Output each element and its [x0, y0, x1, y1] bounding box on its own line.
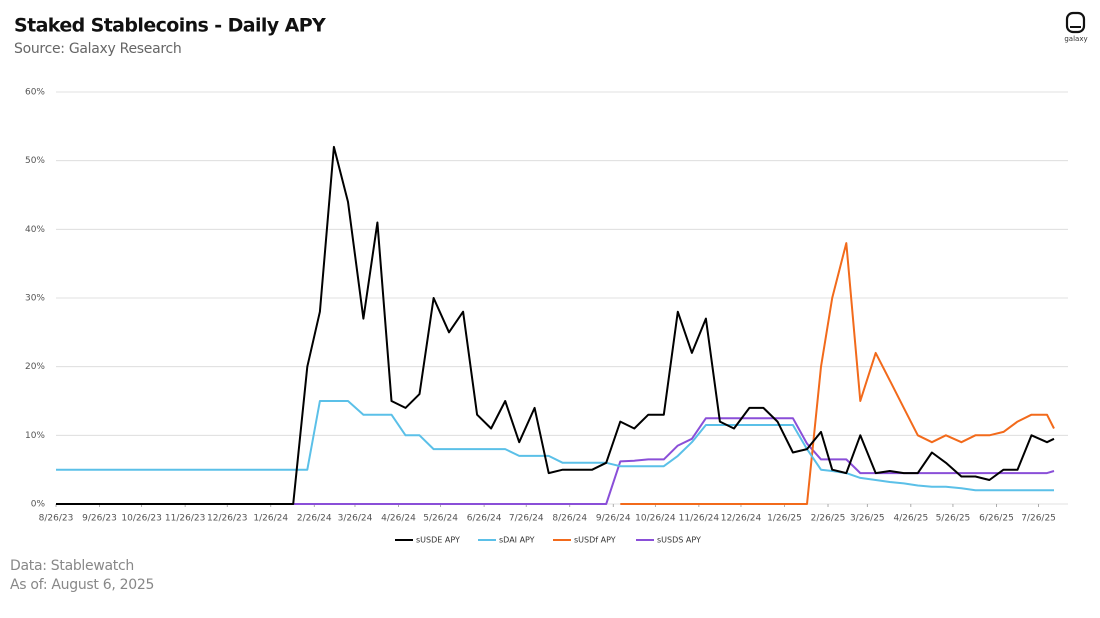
x-tick-label: 11/26/24 [679, 514, 720, 524]
series-line [56, 145, 1055, 505]
x-tick-label: 5/26/25 [936, 514, 971, 524]
x-tick-label: 7/26/25 [1021, 514, 1056, 524]
y-tick-label: 0% [31, 500, 46, 510]
logo: galaxy [1064, 11, 1088, 43]
x-tick-label: 10/26/24 [635, 514, 676, 524]
x-tick-label: 8/26/23 [39, 514, 74, 524]
x-tick-label: 2/26/25 [811, 514, 846, 524]
legend-label: sUSDf APY [574, 536, 616, 545]
y-tick-label: 30% [25, 294, 45, 304]
x-tick-label: 1/26/24 [253, 514, 288, 524]
x-tick-label: 4/26/24 [381, 514, 416, 524]
x-tick-label: 6/26/25 [979, 514, 1014, 524]
x-tick-label: 4/26/25 [893, 514, 928, 524]
legend-label: sDAI APY [499, 536, 535, 545]
x-tick-label: 9/26/23 [82, 514, 117, 524]
logo-text: galaxy [1064, 35, 1087, 43]
legend: sUSDE APY sDAI APY sUSDf APY sUSDS APY [395, 536, 701, 545]
x-tick-label: 6/26/24 [467, 514, 502, 524]
chart-title: Staked Stablecoins - Daily APY [14, 15, 326, 37]
chart-subtitle: Source: Galaxy Research [14, 41, 182, 57]
series-line [620, 242, 1055, 505]
y-tick-label: 50% [25, 156, 45, 166]
x-tick-label: 3/26/24 [338, 514, 373, 524]
legend-label: sUSDS APY [657, 536, 701, 545]
y-tick-label: 20% [25, 362, 45, 372]
y-tick-label: 60% [25, 88, 45, 98]
x-tick-label: 10/26/23 [121, 514, 161, 524]
footer-date: As of: August 6, 2025 [10, 577, 154, 593]
logo-icon [1065, 11, 1086, 34]
x-tick-label: 8/26/24 [552, 514, 587, 524]
x-tick-label: 1/26/25 [767, 514, 802, 524]
y-tick-label: 10% [25, 431, 45, 441]
x-tick-label: 3/26/25 [850, 514, 885, 524]
legend-label: sUSDE APY [416, 536, 460, 545]
x-tick-label: 11/26/23 [165, 514, 205, 524]
x-tick-label: 9/26/24 [596, 514, 631, 524]
x-tick-label: 12/26/23 [207, 514, 247, 524]
series-line [56, 400, 1054, 492]
x-tick-label: 7/26/24 [509, 514, 544, 524]
x-tick-label: 2/26/24 [297, 514, 332, 524]
x-tick-label: 5/26/24 [423, 514, 458, 524]
footer-source: Data: Stablewatch [10, 558, 134, 574]
plot-area: 0% 10% 20% 30% 40% 50% 60% 8/26/23 9/26/23 10/26/… [25, 88, 1068, 545]
y-tick-label: 40% [25, 225, 45, 235]
x-tick-label: 12/26/24 [721, 514, 762, 524]
